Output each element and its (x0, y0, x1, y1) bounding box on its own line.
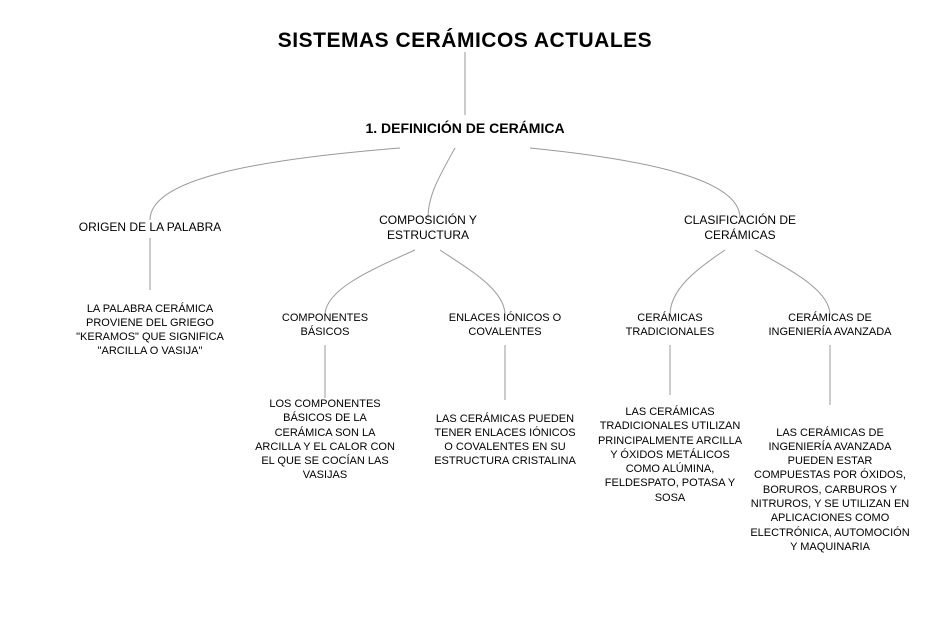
node-enlaces_leaf: LAS CERÁMICAS PUEDEN TENER ENLACES IÓNIC… (430, 412, 580, 469)
node-comp_basicos_leaf: LOS COMPONENTES BÁSICOS DE LA CERÁMICA S… (255, 397, 395, 483)
edge-def-origen (150, 148, 400, 220)
edge-comp-enlaces (440, 250, 505, 315)
node-trad_leaf: LAS CERÁMICAS TRADICIONALES UTILIZAN PRI… (595, 405, 745, 505)
node-origen_leaf: LA PALABRA CERÁMICA PROVIENE DEL GRIEGO … (75, 302, 225, 359)
node-comp: COMPOSICIÓN Y ESTRUCTURA (348, 213, 508, 244)
node-origen: ORIGEN DE LA PALABRA (60, 220, 240, 236)
node-comp_basicos: COMPONENTES BÁSICOS (260, 311, 390, 340)
edge-def-comp (428, 148, 455, 218)
node-trad: CERÁMICAS TRADICIONALES (605, 311, 735, 340)
node-ing_leaf: LAS CERÁMICAS DE INGENIERÍA AVANZADA PUE… (750, 426, 910, 555)
node-ing: CERÁMICAS DE INGENIERÍA AVANZADA (755, 311, 905, 340)
node-clas: CLASIFICACIÓN DE CERÁMICAS (660, 213, 820, 244)
node-enlaces: ENLACES IÓNICOS O COVALENTES (435, 311, 575, 340)
edge-clas-trad (670, 250, 725, 315)
edge-def-clas (530, 148, 740, 218)
edge-comp-comp_basicos (325, 250, 415, 315)
node-def: 1. DEFINICIÓN DE CERÁMICA (365, 119, 565, 137)
edge-clas-ing (755, 250, 830, 315)
node-root: SISTEMAS CERÁMICOS ACTUALES (265, 27, 665, 54)
